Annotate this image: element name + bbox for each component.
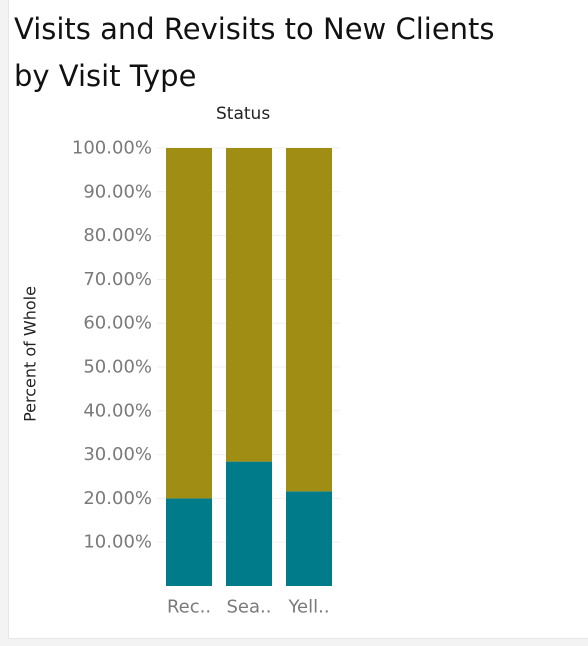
chart-title-line-1: Visits and Revisits to New Clients xyxy=(14,12,495,46)
x-tick-label[interactable]: Rec.. xyxy=(167,597,211,618)
y-tick-label: 30.00% xyxy=(83,444,152,465)
bar-segment-bottom[interactable] xyxy=(226,461,272,586)
y-tick-label: 70.00% xyxy=(83,269,152,290)
y-tick-label: 10.00% xyxy=(83,532,152,553)
y-tick-label: 90.00% xyxy=(83,181,152,202)
y-tick-label: 50.00% xyxy=(83,357,152,378)
bar-segment-top[interactable] xyxy=(226,148,272,462)
x-tick-label[interactable]: Sea.. xyxy=(227,597,272,618)
y-tick-label: 20.00% xyxy=(83,488,152,509)
color-legend-header[interactable]: Status xyxy=(216,104,271,124)
x-tick-label[interactable]: Yell.. xyxy=(287,597,329,618)
chart-title: Visits and Revisits to New Clients by Vi… xyxy=(14,6,495,100)
y-tick-label: 80.00% xyxy=(83,225,152,246)
bar-segment-bottom[interactable] xyxy=(286,491,332,586)
bar-segment-top[interactable] xyxy=(166,148,212,499)
bar-segment-top[interactable] xyxy=(286,148,332,492)
y-tick-label: 60.00% xyxy=(83,313,152,334)
bar-segment-bottom[interactable] xyxy=(166,498,212,586)
chart-title-line-2: by Visit Type xyxy=(14,59,197,93)
y-tick-label: 100.00% xyxy=(72,138,152,159)
y-tick-label: 40.00% xyxy=(83,400,152,421)
